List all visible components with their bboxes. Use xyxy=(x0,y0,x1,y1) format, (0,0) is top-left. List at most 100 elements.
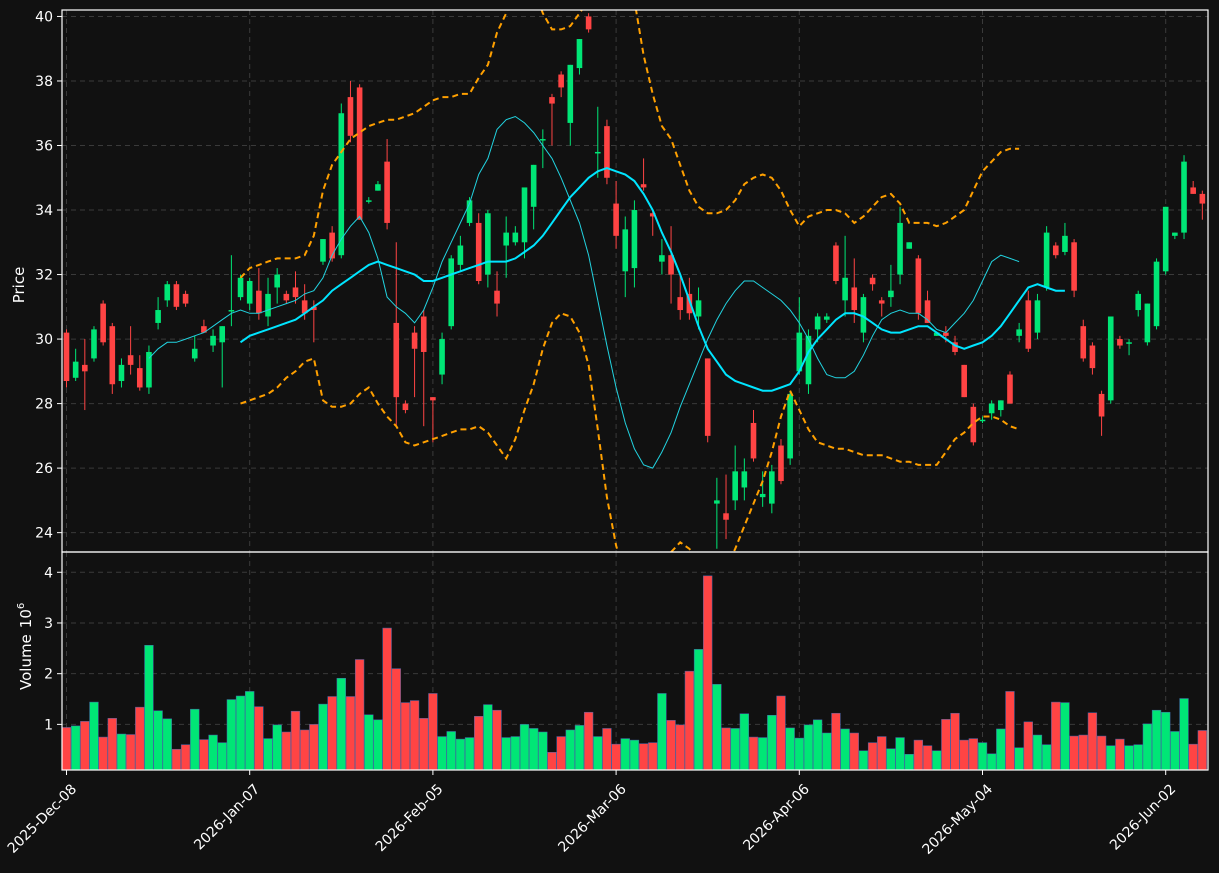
volume-bar-up xyxy=(739,713,749,771)
volume-bar-down xyxy=(474,716,484,771)
candle-body xyxy=(109,326,116,385)
candle-body xyxy=(356,87,363,220)
candle-down xyxy=(1007,371,1013,404)
candle-down xyxy=(704,358,711,443)
candle-up xyxy=(714,477,720,549)
candle-down xyxy=(558,71,564,98)
volume-bar-down xyxy=(309,724,319,771)
candle-down xyxy=(1098,390,1105,436)
candle-body xyxy=(136,368,143,388)
candle-body xyxy=(402,403,409,411)
candle-down xyxy=(411,326,418,398)
candle-body xyxy=(457,245,464,265)
candle-up xyxy=(1162,206,1169,275)
candle-down xyxy=(182,290,189,307)
candle-body xyxy=(1043,232,1050,288)
candle-body xyxy=(164,284,171,301)
price-axis-ticks: 24 26 28 30 32 34 36 38 40 xyxy=(35,9,62,542)
candle-body xyxy=(1098,393,1105,417)
volume-bar-down xyxy=(409,700,420,771)
candle-down xyxy=(613,180,619,249)
volume-bar-up xyxy=(1041,744,1052,771)
volume-bar-up xyxy=(730,728,740,771)
candle-body xyxy=(283,293,290,301)
volume-bar-up xyxy=(767,714,777,771)
candle-up xyxy=(631,200,638,288)
volume-bar-up xyxy=(895,737,905,771)
candle-body xyxy=(347,97,354,136)
candle-down xyxy=(750,410,757,462)
upper-band-line xyxy=(239,10,1020,279)
candle-up xyxy=(695,287,702,330)
volume-bar-up xyxy=(1133,744,1143,771)
candle-body xyxy=(1016,329,1022,336)
candle-body xyxy=(530,164,537,207)
candle-up xyxy=(1062,222,1068,256)
candle-up xyxy=(320,239,326,265)
volume-bar-down xyxy=(419,718,429,771)
volume-bar-down xyxy=(703,575,713,771)
candle-body xyxy=(796,332,803,372)
candle-body xyxy=(888,290,894,298)
candle-down xyxy=(82,339,88,411)
candle-body xyxy=(604,126,610,178)
candle-down xyxy=(256,268,262,320)
volume-bar-down xyxy=(254,706,264,771)
candle-body xyxy=(448,258,455,327)
candle-body xyxy=(430,397,436,401)
candle-body xyxy=(118,364,125,382)
volume-bar-down xyxy=(1005,691,1015,771)
candle-body xyxy=(988,403,995,414)
candle-up xyxy=(439,332,445,385)
candle-body xyxy=(1025,300,1032,349)
candle-body xyxy=(521,187,528,243)
volume-bar-down xyxy=(675,724,685,771)
candle-body xyxy=(365,200,372,202)
volume-bar-down xyxy=(80,721,90,771)
candle-down xyxy=(604,119,610,185)
candle-up xyxy=(769,464,775,514)
candle-body xyxy=(1181,161,1187,233)
candle-body xyxy=(439,339,445,375)
price-tick-label: 38 xyxy=(35,74,53,90)
volume-bar-up xyxy=(574,725,585,771)
volume-bar-down xyxy=(748,736,759,771)
candle-body xyxy=(246,281,253,304)
volume-bar-down xyxy=(391,668,401,771)
candle-body xyxy=(1071,242,1077,291)
candle-up xyxy=(814,313,821,343)
volume-axis-label-multiplier: 10 xyxy=(17,609,35,628)
candle-body xyxy=(741,471,748,488)
candle-body xyxy=(576,39,583,69)
candle-body xyxy=(1007,374,1013,404)
candle-body xyxy=(375,184,381,191)
candle-body xyxy=(72,361,79,378)
candle-down xyxy=(100,300,106,346)
volume-bar-down xyxy=(556,736,566,771)
price-tick-label: 30 xyxy=(35,332,53,348)
volume-bar-up xyxy=(565,729,575,771)
candle-body xyxy=(759,493,766,498)
volume-bar-down xyxy=(877,736,887,771)
candle-up xyxy=(988,400,995,420)
candle-up xyxy=(219,326,226,388)
volume-bar-up xyxy=(1142,723,1153,771)
volume-bar-up xyxy=(1060,702,1070,771)
volume-bar-up xyxy=(657,693,667,771)
candle-up xyxy=(594,106,601,178)
volume-bar-up xyxy=(977,742,988,771)
candle-body xyxy=(173,284,180,307)
volume-bar-down xyxy=(1051,701,1061,771)
candle-down xyxy=(833,242,839,285)
candle-down xyxy=(1052,242,1059,259)
candle-up xyxy=(732,445,738,511)
candle-up xyxy=(1126,339,1132,356)
candle-body xyxy=(265,293,271,317)
price-tick-label: 26 xyxy=(35,461,53,477)
volume-bar-up xyxy=(840,728,850,771)
volume-bar-down xyxy=(611,743,621,771)
candle-up xyxy=(246,277,253,311)
candle-body xyxy=(63,332,70,382)
volume-bar-down xyxy=(492,709,502,771)
candle-body xyxy=(952,342,958,352)
